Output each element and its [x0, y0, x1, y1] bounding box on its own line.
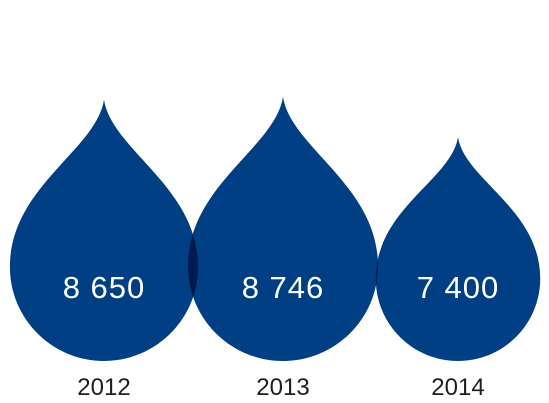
category-label-2012: 2012	[77, 374, 130, 401]
drop-2012	[9, 99, 199, 361]
value-label-2012: 8 650	[63, 270, 146, 305]
category-label-2014: 2014	[431, 374, 484, 401]
drop-2014	[375, 137, 541, 361]
value-label-2014: 7 400	[417, 270, 500, 305]
value-label-2013: 8 746	[242, 270, 325, 305]
drop-2013	[188, 96, 378, 361]
category-label-2013: 2013	[256, 374, 309, 401]
